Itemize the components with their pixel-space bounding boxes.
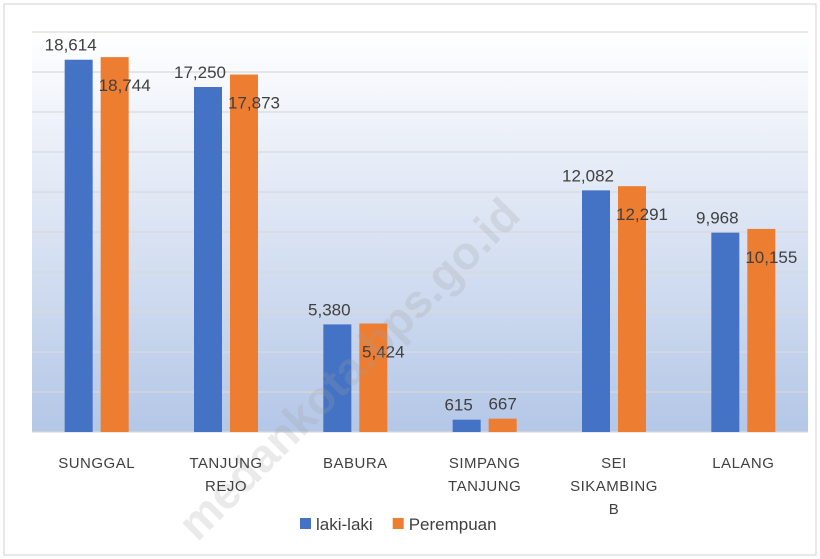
- bar: [452, 419, 481, 432]
- bar: [747, 228, 776, 432]
- bar: [618, 186, 646, 432]
- bar: [359, 323, 388, 432]
- data-label: 667: [488, 395, 516, 414]
- legend-label: Perempuan: [409, 515, 497, 534]
- bar: [230, 74, 258, 432]
- x-tick-label: SEI SIKAMBING B: [570, 455, 658, 518]
- data-label: 18,744: [99, 76, 151, 95]
- legend-swatch: [300, 518, 311, 529]
- x-tick-label: SIMPANG TANJUNG: [448, 455, 522, 495]
- x-tick-label: LALANG: [712, 455, 775, 472]
- x-tick-label: TANJUNG REJO: [189, 455, 263, 495]
- legend-swatch: [392, 518, 404, 529]
- bar: [100, 57, 129, 433]
- data-label: 5,424: [362, 343, 405, 362]
- x-tick-label: SUNGGAL: [58, 455, 136, 472]
- bar: [488, 418, 517, 432]
- data-label: 615: [444, 396, 472, 415]
- data-label: 9,968: [696, 209, 739, 228]
- data-label: 17,250: [174, 63, 226, 82]
- data-label: 12,291: [616, 205, 668, 224]
- data-label: 17,873: [228, 94, 280, 113]
- bar: [582, 190, 610, 432]
- data-label: 5,380: [308, 300, 351, 319]
- legend-label: laki-laki: [316, 515, 373, 534]
- data-label: 12,082: [562, 166, 614, 185]
- bar: [194, 87, 222, 432]
- data-label: 10,155: [745, 248, 797, 267]
- bar: [323, 324, 352, 432]
- x-tick-label: BABURA: [322, 455, 388, 472]
- bar: [64, 59, 93, 432]
- data-label: 18,614: [45, 36, 97, 55]
- bar: [711, 232, 740, 432]
